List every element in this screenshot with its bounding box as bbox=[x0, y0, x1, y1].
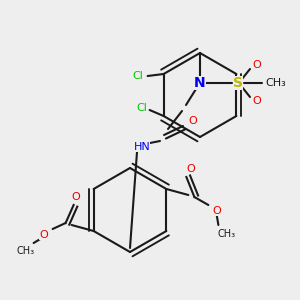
Text: O: O bbox=[186, 164, 195, 174]
Text: CH₃: CH₃ bbox=[217, 229, 236, 239]
Text: CH₃: CH₃ bbox=[16, 246, 35, 256]
Text: O: O bbox=[39, 230, 48, 240]
Text: HN: HN bbox=[134, 142, 150, 152]
Text: O: O bbox=[253, 96, 261, 106]
Text: Cl: Cl bbox=[136, 103, 147, 113]
Text: O: O bbox=[212, 206, 221, 216]
Text: S: S bbox=[233, 76, 243, 90]
Text: O: O bbox=[189, 116, 197, 126]
Text: Cl: Cl bbox=[132, 71, 143, 81]
Text: N: N bbox=[194, 76, 206, 90]
Text: CH₃: CH₃ bbox=[266, 78, 286, 88]
Text: O: O bbox=[253, 60, 261, 70]
Text: O: O bbox=[71, 192, 80, 202]
